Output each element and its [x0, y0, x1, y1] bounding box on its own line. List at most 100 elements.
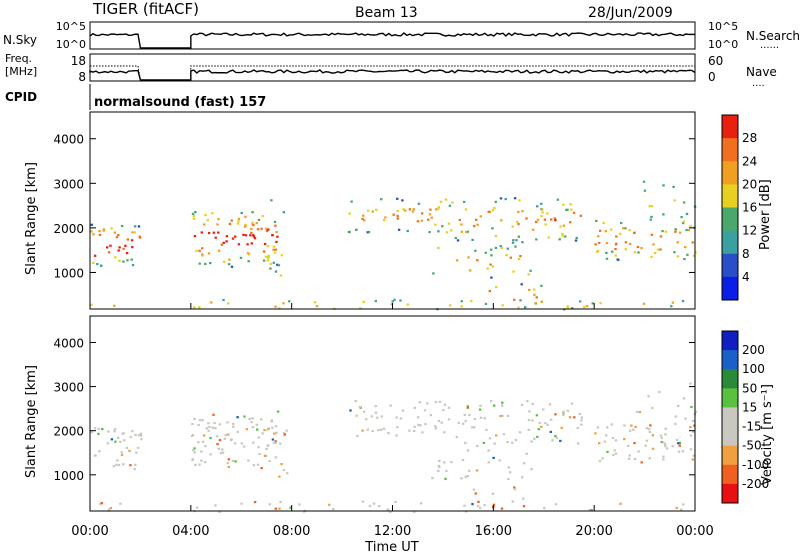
data-cell — [623, 438, 626, 441]
data-cell — [264, 255, 268, 258]
data-cell — [651, 406, 654, 410]
data-cell — [509, 256, 513, 259]
data-cell — [619, 502, 622, 505]
range-tick-label: 3000 — [53, 381, 84, 395]
data-cell — [251, 426, 255, 429]
data-cell — [92, 233, 95, 236]
data-cell — [661, 230, 664, 233]
data-cell — [562, 413, 565, 416]
data-cell — [447, 418, 451, 421]
data-cell — [437, 206, 440, 209]
data-cell — [674, 422, 677, 425]
data-cell — [198, 262, 201, 265]
data-cell — [599, 302, 602, 305]
data-cell — [118, 246, 121, 249]
data-cell — [267, 254, 270, 257]
data-cell — [102, 229, 105, 232]
data-cell — [218, 510, 221, 513]
data-cell — [527, 273, 530, 276]
data-cell — [242, 233, 245, 236]
data-cell — [573, 416, 576, 419]
data-cell — [245, 428, 249, 431]
trace-line — [89, 69, 696, 81]
data-cell — [377, 428, 380, 432]
data-cell — [437, 464, 441, 467]
data-cell — [406, 229, 409, 233]
data-cell — [411, 210, 415, 213]
data-cell — [479, 416, 483, 419]
data-cell — [540, 215, 543, 218]
data-cell — [396, 217, 399, 220]
data-cell — [397, 228, 401, 231]
data-cell — [228, 258, 231, 261]
data-cell — [434, 425, 437, 428]
velocity-heatmap — [90, 382, 698, 513]
data-cell — [605, 434, 608, 437]
data-cell — [502, 433, 506, 436]
data-cell — [488, 437, 492, 440]
data-cell — [451, 201, 454, 204]
data-cell — [642, 302, 646, 305]
data-cell — [366, 231, 369, 234]
data-cell — [220, 243, 223, 246]
data-cell — [551, 439, 554, 442]
data-cell — [418, 401, 421, 404]
data-cell — [527, 428, 530, 431]
data-cell — [275, 231, 278, 234]
data-cell — [394, 500, 397, 503]
data-cell — [489, 400, 493, 403]
data-cell — [225, 240, 228, 243]
data-cell — [484, 302, 488, 305]
data-cell — [228, 222, 232, 225]
colorbar-tick-label: -15 — [742, 420, 762, 434]
data-cell — [257, 218, 261, 222]
data-cell — [273, 432, 276, 435]
data-cell — [517, 306, 520, 309]
data-cell — [252, 235, 256, 238]
data-cell — [420, 502, 423, 505]
data-cell — [276, 235, 279, 238]
data-cell — [473, 417, 477, 421]
data-cell — [247, 459, 250, 462]
data-cell — [443, 431, 446, 434]
data-cell — [260, 227, 263, 230]
data-cell — [693, 424, 696, 427]
data-cell — [419, 424, 422, 427]
data-cell — [430, 216, 433, 219]
data-cell — [250, 421, 253, 424]
data-cell — [540, 202, 543, 205]
data-cell — [252, 441, 255, 444]
colorbar-tick-label: 24 — [742, 154, 757, 168]
data-cell — [460, 300, 463, 303]
data-cell — [638, 411, 642, 414]
data-cell — [474, 249, 477, 252]
data-cell — [606, 450, 609, 453]
data-cell — [680, 508, 683, 511]
data-cell — [522, 497, 525, 500]
data-cell — [614, 439, 618, 442]
data-cell — [262, 259, 266, 262]
data-cell — [355, 414, 358, 417]
data-cell — [283, 433, 286, 436]
data-cell — [605, 257, 609, 260]
data-cell — [554, 435, 557, 438]
data-cell — [689, 225, 692, 228]
data-cell — [109, 506, 113, 510]
data-cell — [266, 259, 269, 262]
data-cell — [110, 438, 114, 441]
data-cell — [286, 472, 289, 475]
data-cell — [223, 260, 226, 263]
data-cell — [651, 447, 655, 450]
data-cell — [439, 200, 443, 203]
data-cell — [214, 236, 217, 239]
data-cell — [610, 423, 613, 426]
data-cell — [456, 239, 460, 242]
data-cell — [426, 402, 429, 405]
data-cell — [393, 298, 396, 301]
data-cell — [694, 251, 697, 254]
data-cell — [93, 427, 97, 430]
data-cell — [413, 425, 416, 428]
data-cell — [125, 252, 129, 255]
data-cell — [601, 457, 604, 460]
data-cell — [226, 461, 229, 465]
